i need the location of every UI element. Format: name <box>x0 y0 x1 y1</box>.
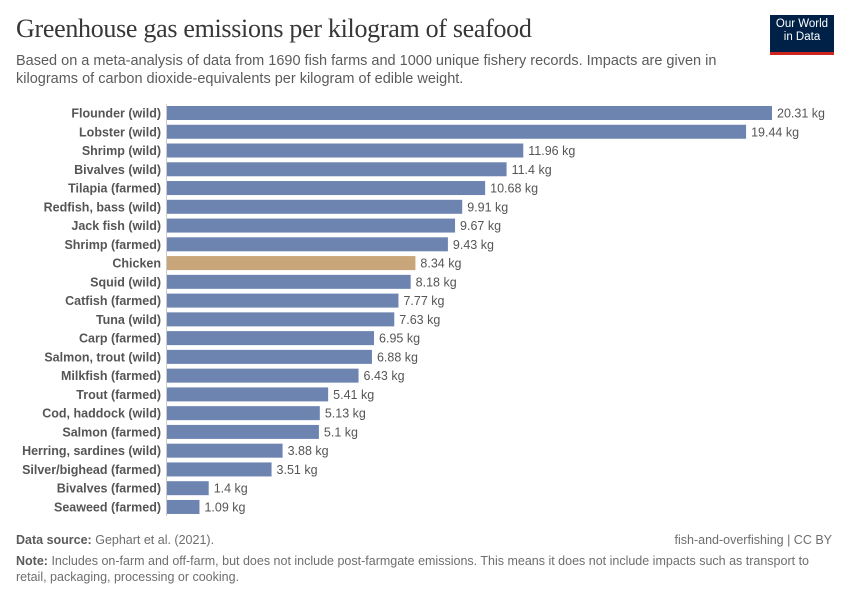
note-label: Note: <box>16 554 48 568</box>
category-label: Salmon, trout (wild) <box>44 350 161 364</box>
category-label: Herring, sardines (wild) <box>22 444 161 458</box>
chart-subtitle: Based on a meta-analysis of data from 16… <box>16 53 717 87</box>
category-label: Catfish (farmed) <box>65 294 161 308</box>
bar[interactable] <box>167 406 320 421</box>
category-label: Shrimp (wild) <box>82 144 161 158</box>
value-label: 6.43 kg <box>364 369 405 383</box>
bar[interactable] <box>167 124 747 139</box>
category-label: Shrimp (farmed) <box>64 238 161 252</box>
data-source: Data source: Gephart et al. (2021). <box>16 533 214 547</box>
value-label: 11.4 kg <box>512 163 552 177</box>
value-label: 10.68 kg <box>490 182 538 196</box>
value-label: 20.31 kg <box>777 107 825 121</box>
bar[interactable] <box>167 106 772 120</box>
bar[interactable] <box>167 331 375 346</box>
bar[interactable] <box>167 462 272 477</box>
bar[interactable] <box>167 181 486 196</box>
category-label: Silver/bighead (farmed) <box>22 463 161 477</box>
bar[interactable] <box>167 349 372 364</box>
bar-chart: Flounder (wild) 20.31 kg Lobster (wild) 19.… <box>22 104 825 516</box>
category-label: Tilapia (farmed) <box>68 182 161 196</box>
value-label: 7.63 kg <box>399 313 440 327</box>
source-label: Data source: <box>16 533 92 547</box>
category-label: Milkfish (farmed) <box>61 369 161 383</box>
category-label: Bivalves (wild) <box>74 163 161 177</box>
value-label: 5.41 kg <box>333 388 374 402</box>
bar[interactable] <box>167 481 209 496</box>
category-label: Lobster (wild) <box>79 125 161 139</box>
bar[interactable] <box>167 199 463 214</box>
category-label: Seaweed (farmed) <box>54 500 161 514</box>
category-label: Jack fish (wild) <box>71 219 161 233</box>
category-label: Tuna (wild) <box>96 313 161 327</box>
value-label: 5.1 kg <box>324 425 358 439</box>
category-label: Carp (farmed) <box>79 332 161 346</box>
value-label: 9.43 kg <box>453 238 494 252</box>
value-label: 19.44 kg <box>751 125 799 139</box>
value-label: 9.91 kg <box>467 200 508 214</box>
value-label: 8.34 kg <box>420 257 461 271</box>
chart-note: Note: Includes on-farm and off-farm, but… <box>16 553 826 585</box>
category-label: Bivalves (farmed) <box>57 482 161 496</box>
value-label: 3.88 kg <box>288 444 329 458</box>
value-label: 8.18 kg <box>416 275 457 289</box>
value-label: 1.4 kg <box>214 482 248 496</box>
value-label: 7.77 kg <box>403 294 444 308</box>
bar[interactable] <box>167 312 395 327</box>
bar[interactable] <box>167 162 507 177</box>
category-label: Salmon (farmed) <box>62 425 161 439</box>
category-label: Flounder (wild) <box>71 107 161 121</box>
bar[interactable] <box>167 237 448 252</box>
bar[interactable] <box>167 443 283 458</box>
chart-title: Greenhouse gas emissions per kilogram of… <box>16 14 532 43</box>
bar[interactable] <box>167 143 524 158</box>
category-label: Chicken <box>112 257 161 271</box>
value-label: 1.09 kg <box>204 500 245 514</box>
bar[interactable] <box>167 274 411 289</box>
value-label: 6.95 kg <box>379 332 420 346</box>
bar[interactable] <box>167 218 456 233</box>
value-label: 9.67 kg <box>460 219 501 233</box>
value-label: 3.51 kg <box>277 463 318 477</box>
source-link[interactable]: Gephart et al. (2021). <box>95 533 215 547</box>
category-label: Squid (wild) <box>90 275 161 289</box>
license-link[interactable]: fish-and-overfishing | CC BY <box>674 533 832 547</box>
category-label: Cod, haddock (wild) <box>42 407 161 421</box>
owid-logo[interactable]: Our World in Data <box>770 15 834 55</box>
value-label: 11.96 kg <box>528 144 575 158</box>
bar[interactable] <box>167 293 399 308</box>
note-text: Includes on-farm and off-farm, but does … <box>16 554 809 584</box>
bar[interactable] <box>167 368 359 383</box>
logo-text: Our World in Data <box>775 18 829 43</box>
category-label: Trout (farmed) <box>76 388 161 402</box>
category-label: Redfish, bass (wild) <box>44 200 161 214</box>
bar[interactable] <box>167 256 416 271</box>
value-label: 6.88 kg <box>377 350 418 364</box>
bar[interactable] <box>167 499 200 514</box>
bar[interactable] <box>167 387 329 402</box>
value-label: 5.13 kg <box>325 407 366 421</box>
bar[interactable] <box>167 424 319 439</box>
